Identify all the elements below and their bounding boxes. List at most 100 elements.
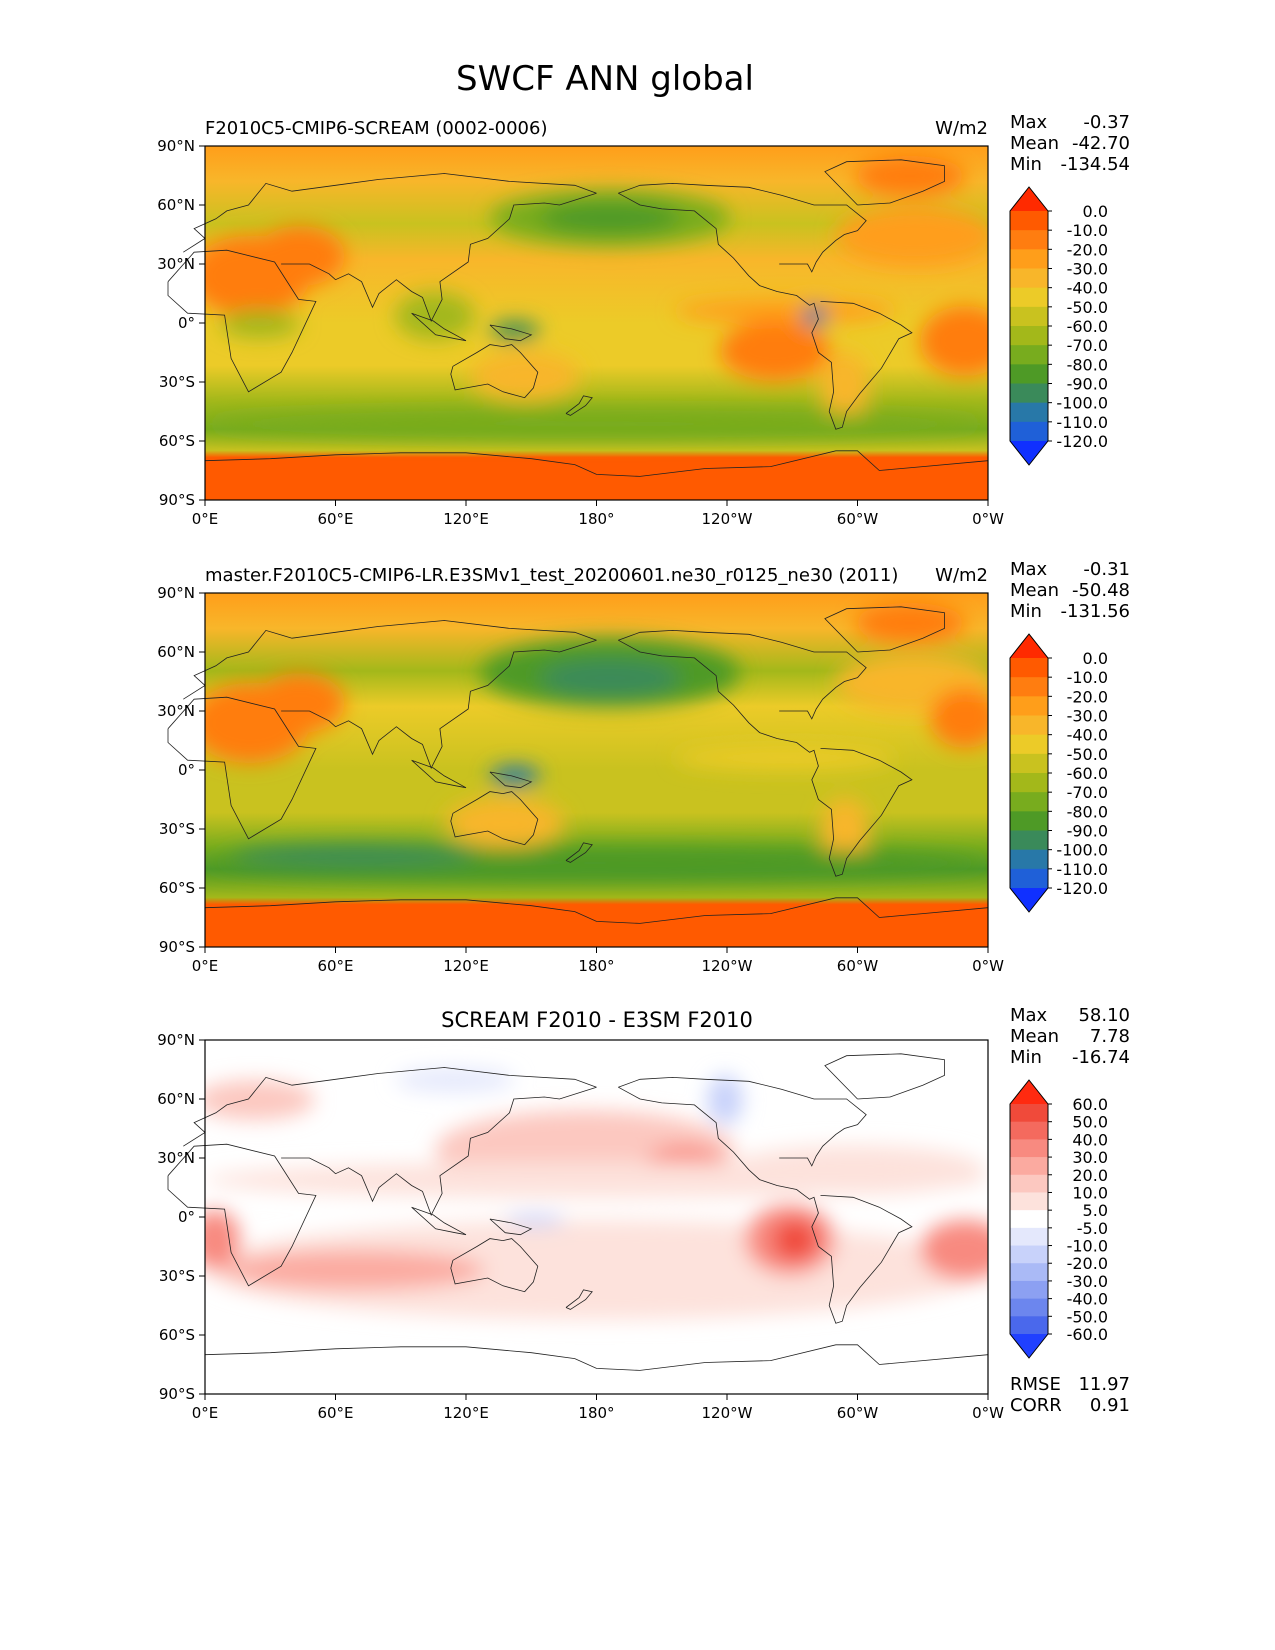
- x-tick-label: 60°W: [837, 1404, 879, 1422]
- stats: Max -0.37 Mean -42.70 Min -134.54: [1010, 112, 1130, 175]
- coastline: [450, 344, 539, 399]
- colorbar-label: -70.0: [1067, 336, 1108, 355]
- x-tick-label: 120°W: [702, 957, 753, 975]
- colorbar-label: -30.0: [1067, 260, 1108, 279]
- colorbar-extend-top: [1010, 634, 1048, 658]
- mean-label: Mean: [1010, 580, 1059, 601]
- y-tick-label: 60°N: [157, 1090, 195, 1108]
- y-tick-label: 90°S: [159, 491, 195, 509]
- coastline: [565, 1289, 593, 1310]
- y-tick-label: 30°N: [157, 255, 195, 273]
- colorbar-label: -60.0: [1067, 1325, 1108, 1344]
- colorbar-label: -80.0: [1067, 802, 1108, 821]
- coastline: [183, 1067, 597, 1147]
- mean-value: -42.70: [1072, 133, 1130, 154]
- corr-value: 0.91: [1090, 1395, 1130, 1416]
- colorbar-label: -20.0: [1067, 1254, 1108, 1273]
- colorbar-segment: [1010, 306, 1048, 327]
- colorbar-segment: [1010, 1121, 1048, 1140]
- max-label: Max: [1010, 1005, 1048, 1026]
- panel-2-axes: 0°E 60°E 120°E 180° 120°W 60°W 0°W 90°N 60°N 30°N…: [157, 584, 1108, 975]
- colorbar-label: -40.0: [1067, 726, 1108, 745]
- colorbar-label: 30.0: [1072, 1148, 1108, 1167]
- colorbar-segment: [1010, 1192, 1048, 1211]
- map-area: [205, 146, 988, 500]
- x-tick-label: 60°W: [837, 957, 879, 975]
- colorbar-segment: [1010, 1157, 1048, 1176]
- colorbar-label: 0.0: [1083, 202, 1108, 221]
- colorbar-segment: [1010, 326, 1048, 346]
- colorbar-label: -60.0: [1067, 764, 1108, 783]
- colorbar-label: -90.0: [1067, 822, 1108, 841]
- coastline: [167, 696, 317, 840]
- colorbar-label: 10.0: [1072, 1183, 1108, 1202]
- min-label: Min: [1010, 601, 1042, 622]
- colorbar-extend-bottom: [1010, 441, 1048, 465]
- colorbar-label: -60.0: [1067, 317, 1108, 336]
- colorbar-label: -100.0: [1056, 394, 1108, 413]
- colorbar-segment: [1010, 811, 1048, 831]
- colorbar-label: -10.0: [1067, 1237, 1108, 1256]
- max-value: -0.31: [1083, 559, 1130, 580]
- colorbar-segment: [1010, 1174, 1048, 1193]
- colorbar-label: -5.0: [1077, 1219, 1108, 1238]
- colorbar-label: -120.0: [1056, 432, 1108, 451]
- colorbar-segment: [1010, 1210, 1048, 1229]
- x-tick-label: 60°W: [837, 510, 879, 528]
- coastline: [183, 173, 597, 253]
- panel-1: F2010C5-CMIP6-SCREAM (0002-0006) W/m2 Ma…: [205, 112, 1130, 500]
- y-tick-label: 60°S: [159, 879, 195, 897]
- colorbar-segment: [1010, 1245, 1048, 1264]
- colorbar-segment: [1010, 345, 1048, 365]
- colorbar-segment: [1010, 1298, 1048, 1317]
- colorbar-label: 60.0: [1072, 1095, 1108, 1114]
- coastline: [281, 639, 597, 770]
- coastline: [204, 897, 989, 924]
- colorbar-segment: [1010, 268, 1048, 289]
- colorbar-segment: [1010, 421, 1048, 442]
- colorbar-segment: [1010, 658, 1048, 678]
- map-area: [205, 593, 988, 947]
- x-tick-label: 60°E: [317, 510, 353, 528]
- colorbar-label: 0.0: [1083, 649, 1108, 668]
- coastline: [450, 791, 539, 846]
- colorbar-segment: [1010, 696, 1048, 716]
- field-blobs: [205, 603, 988, 879]
- colorbar-segment: [1010, 830, 1048, 851]
- colorbar-segment: [1010, 734, 1048, 755]
- colorbar-label: -30.0: [1067, 707, 1108, 726]
- colorbar-label: -20.0: [1067, 240, 1108, 259]
- y-tick-label: 0°: [178, 314, 195, 332]
- colorbar-segment: [1010, 230, 1048, 250]
- colorbar-label: -10.0: [1067, 221, 1108, 240]
- colorbar-segment: [1010, 868, 1048, 889]
- coastline: [167, 249, 317, 393]
- max-label: Max: [1010, 112, 1048, 133]
- colorbar-label: 5.0: [1083, 1201, 1108, 1220]
- x-tick-label: 0°E: [192, 1404, 219, 1422]
- x-tick-label: 60°E: [317, 1404, 353, 1422]
- colorbar-segment: [1010, 1280, 1048, 1300]
- figure-title: SWCF ANN global: [456, 59, 754, 99]
- colorbar-label: -120.0: [1056, 879, 1108, 898]
- colorbar-label: -30.0: [1067, 1272, 1108, 1291]
- units-label: W/m2: [935, 118, 988, 139]
- colorbar-label: -110.0: [1056, 413, 1108, 432]
- y-tick-label: 30°S: [159, 820, 195, 838]
- coastline: [618, 182, 867, 273]
- colorbar-label: -100.0: [1056, 841, 1108, 860]
- colorbar-extend-top: [1010, 187, 1048, 211]
- y-tick-label: 60°N: [157, 196, 195, 214]
- colorbar-label: -110.0: [1056, 860, 1108, 879]
- colorbar-segment: [1010, 211, 1048, 231]
- panel-title: F2010C5-CMIP6-SCREAM (0002-0006): [205, 118, 547, 139]
- colorbar-label: -50.0: [1067, 298, 1108, 317]
- y-tick-label: 0°: [178, 1208, 195, 1226]
- mean-value: 7.78: [1090, 1026, 1130, 1047]
- rmse-label: RMSE: [1010, 1374, 1061, 1395]
- min-value: -131.56: [1061, 601, 1130, 622]
- coastline: [167, 1143, 317, 1287]
- colorbar-label: -80.0: [1067, 355, 1108, 374]
- stats: Max 58.10 Mean 7.78 Min -16.74: [1010, 1005, 1130, 1068]
- coastline: [411, 759, 467, 789]
